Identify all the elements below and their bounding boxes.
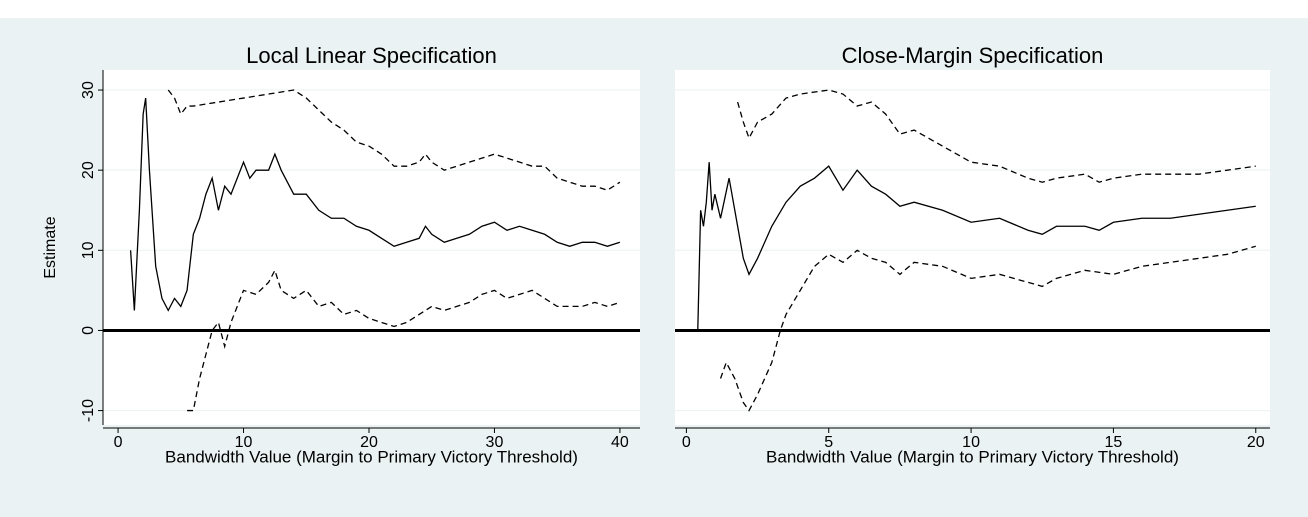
x-tick-label: 0: [682, 434, 691, 451]
series-line: [167, 89, 621, 191]
series-line: [129, 97, 621, 312]
x-axis-title: Bandwidth Value (Margin to Primary Victo…: [766, 447, 1179, 466]
x-axis-title: Bandwidth Value (Margin to Primary Victo…: [165, 447, 578, 466]
series-line: [187, 268, 621, 412]
y-tick-label: 30: [80, 81, 97, 99]
series-line: [697, 162, 1256, 331]
x-tick-label: 10: [235, 434, 253, 451]
x-tick-label: 20: [1247, 434, 1265, 451]
y-tick-label: 0: [80, 326, 97, 335]
x-tick-label: 40: [611, 434, 629, 451]
x-tick-label: 20: [360, 434, 378, 451]
panel-title: Close-Margin Specification: [842, 43, 1104, 68]
x-tick-label: 10: [962, 434, 980, 451]
y-tick-label: 20: [80, 161, 97, 179]
series-line: [737, 89, 1256, 183]
y-axis-title: Estimate: [42, 216, 59, 278]
series-line: [719, 245, 1256, 412]
y-tick-label: -10: [80, 399, 97, 422]
y-tick-label: 10: [80, 241, 97, 259]
x-tick-label: 30: [486, 434, 504, 451]
x-tick-label: 5: [824, 434, 833, 451]
plot-area: [675, 70, 1270, 425]
x-tick-label: 0: [114, 434, 123, 451]
plot-area: [103, 70, 640, 425]
panel-title: Local Linear Specification: [246, 43, 497, 68]
x-tick-label: 15: [1105, 434, 1123, 451]
